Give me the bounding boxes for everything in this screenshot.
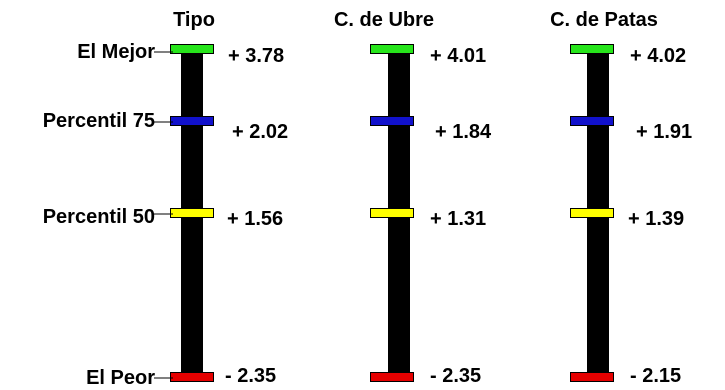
- marker-c-de-patas-percentil-50: [570, 208, 614, 218]
- value-label-c-de-ubre-el-mejor: + 4.01: [430, 45, 487, 67]
- marker-c-de-patas-el-peor: [570, 372, 614, 382]
- value-label-c-de-patas-percentil-50: + 1.39: [628, 208, 685, 230]
- marker-tipo-percentil-50: [170, 208, 214, 218]
- panel-title-tipo: Tipo: [173, 9, 215, 31]
- marker-c-de-ubre-el-peor: [370, 372, 414, 382]
- marker-tipo-percentil-75: [170, 116, 214, 126]
- value-label-c-de-ubre-percentil-75: + 1.84: [435, 121, 492, 143]
- value-label-c-de-ubre-percentil-50: + 1.31: [430, 208, 487, 230]
- marker-c-de-ubre-percentil-75: [370, 116, 414, 126]
- value-label-c-de-ubre-el-peor: - 2.35: [430, 365, 482, 387]
- value-label-tipo-el-peor: - 2.35: [225, 365, 277, 387]
- value-label-tipo-percentil-75: + 2.02: [232, 121, 289, 143]
- marker-tipo-el-peor: [170, 372, 214, 382]
- marker-c-de-patas-el-mejor: [570, 44, 614, 54]
- value-label-tipo-el-mejor: + 3.78: [228, 45, 285, 67]
- value-label-c-de-patas-el-mejor: + 4.02: [630, 45, 687, 67]
- value-label-tipo-percentil-50: + 1.56: [227, 208, 284, 230]
- value-label-c-de-patas-el-peor: - 2.15: [630, 365, 682, 387]
- value-label-c-de-patas-percentil-75: + 1.91: [636, 121, 693, 143]
- panel-title-c-de-patas: C. de Patas: [550, 9, 658, 31]
- marker-c-de-ubre-el-mejor: [370, 44, 414, 54]
- marker-c-de-patas-percentil-75: [570, 116, 614, 126]
- marker-c-de-ubre-percentil-50: [370, 208, 414, 218]
- row-label-el-peor: El Peor: [86, 367, 155, 389]
- marker-tipo-el-mejor: [170, 44, 214, 54]
- row-label-percentil-50: Percentil 50: [42, 206, 155, 228]
- row-label-percentil-75: Percentil 75: [42, 110, 155, 132]
- row-label-el-mejor: El Mejor: [77, 41, 155, 63]
- panel-title-c-de-ubre: C. de Ubre: [333, 9, 435, 31]
